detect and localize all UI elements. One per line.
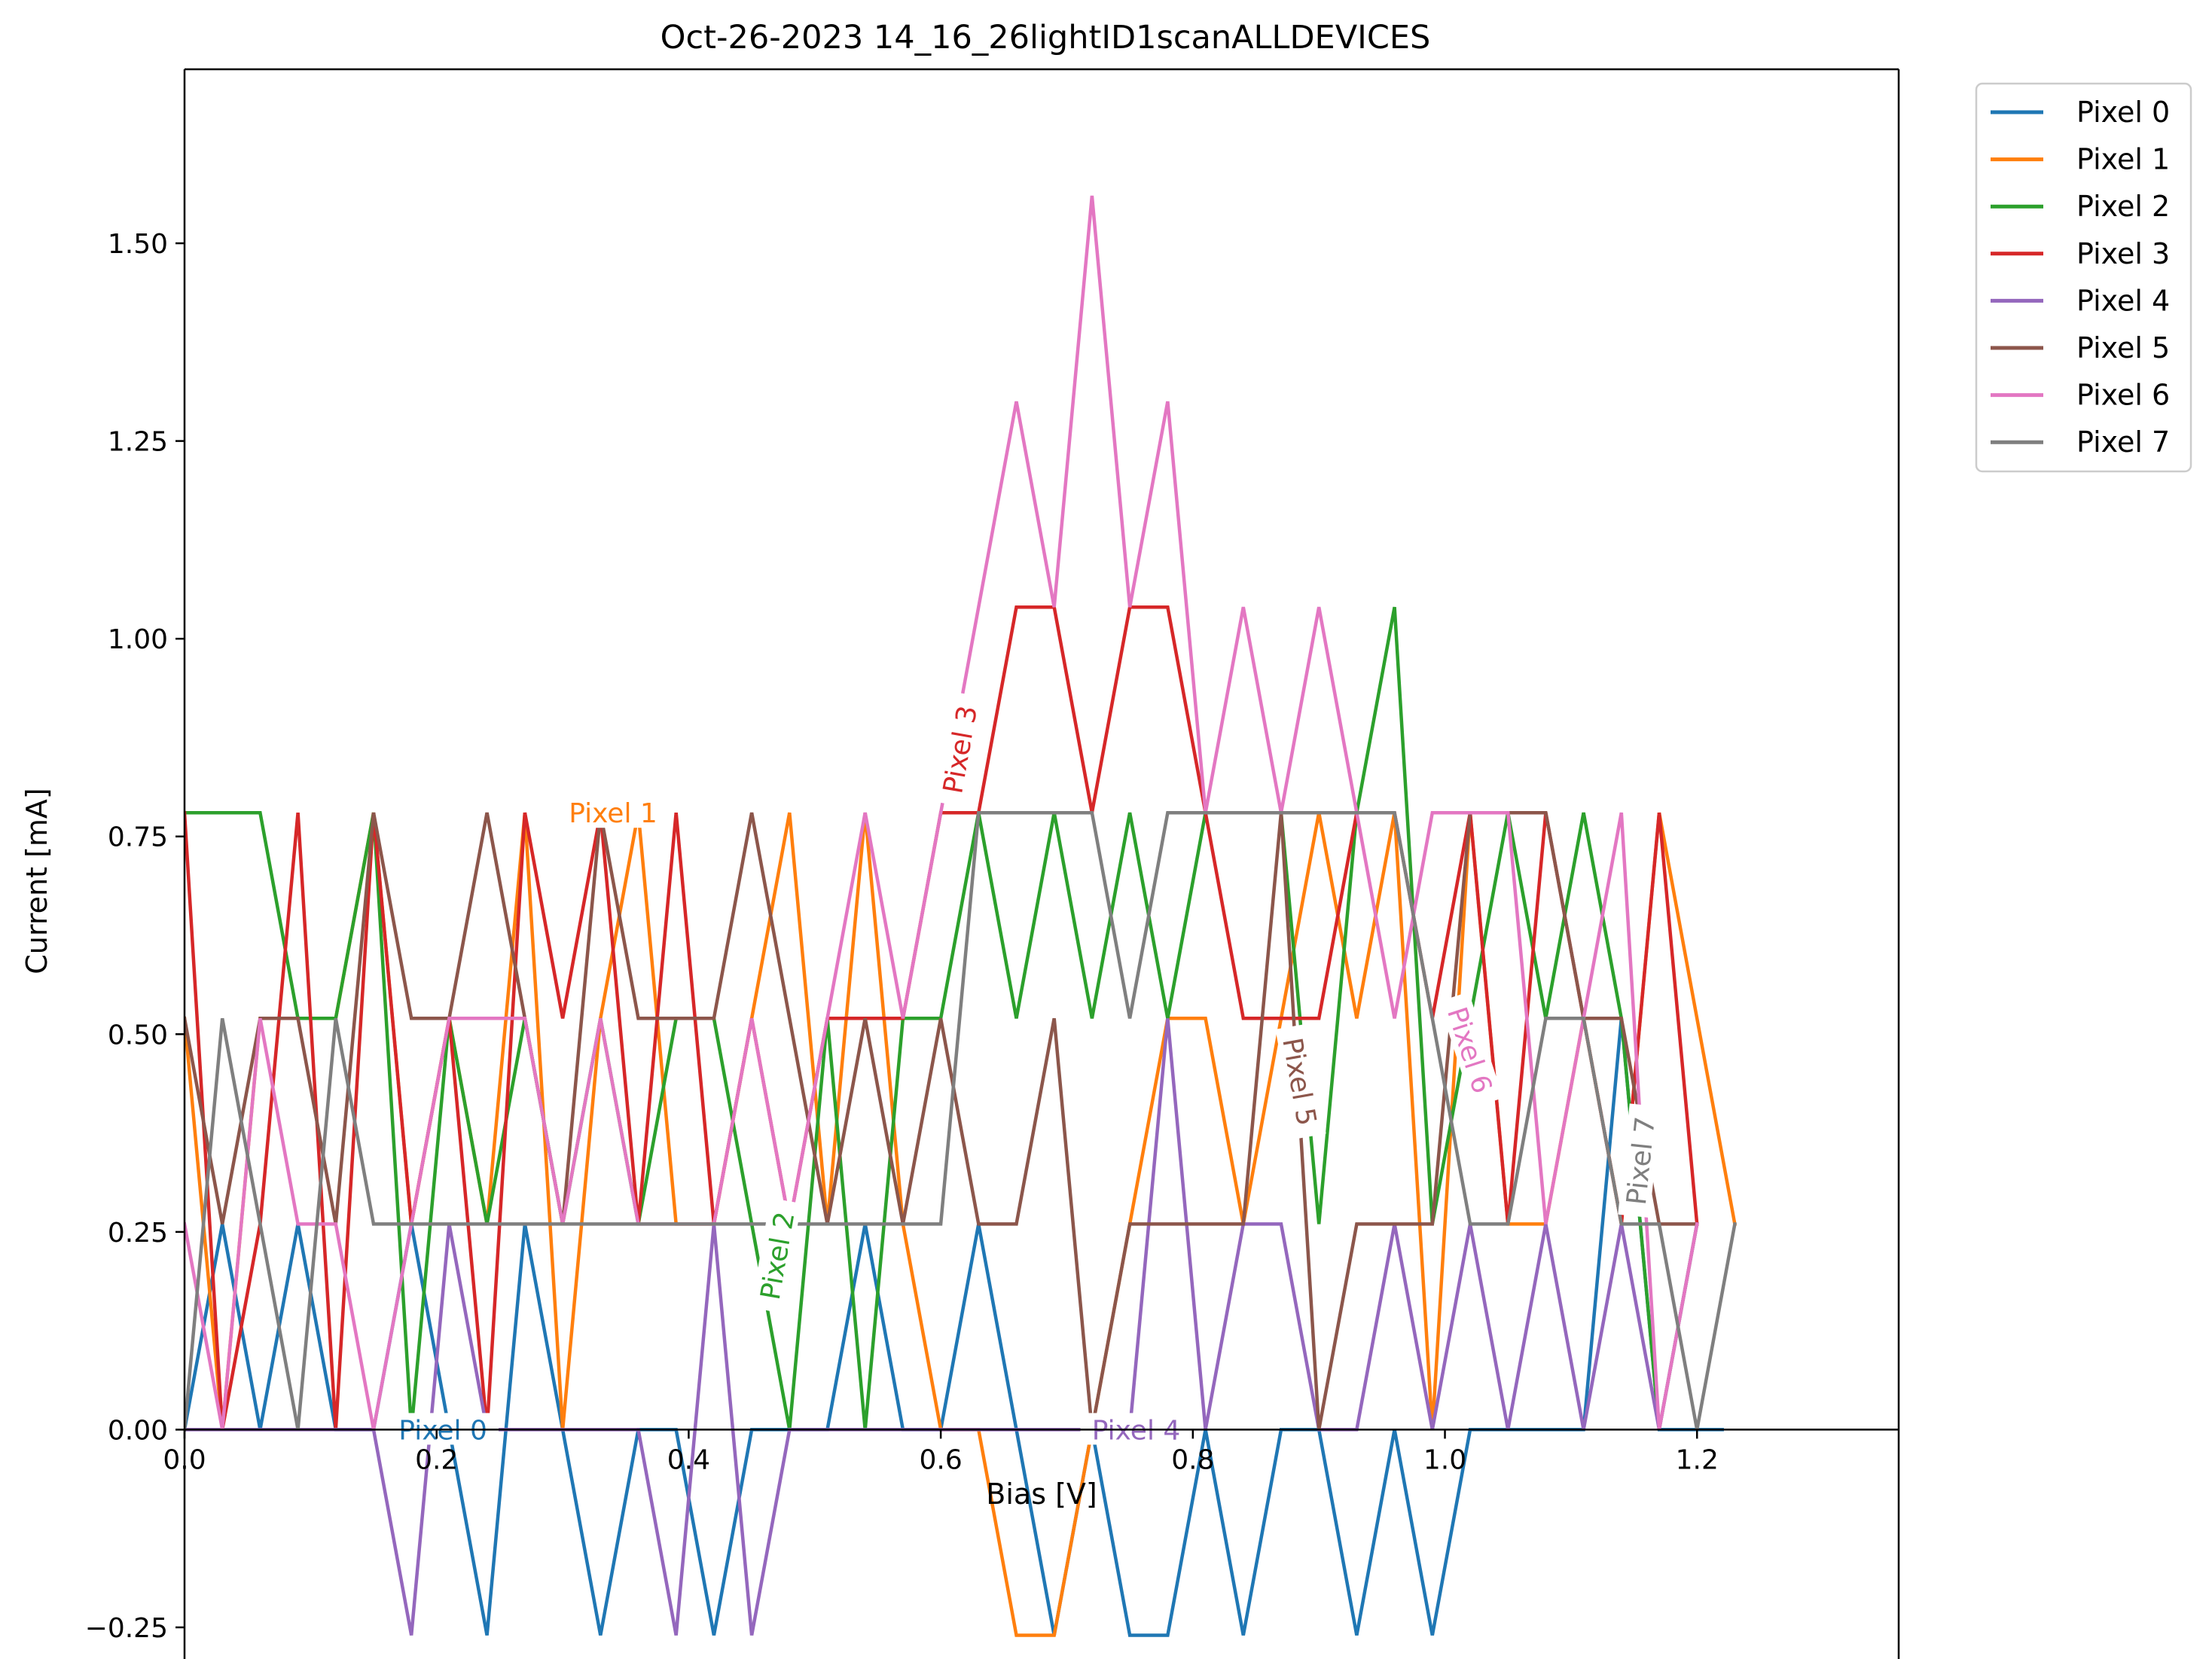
x-tick-label: 0.2	[415, 1444, 458, 1475]
x-axis: 0.0 0.2 0.4 0.6 0.8 1.0 1.2 Bias [V]	[163, 1429, 1899, 1511]
legend-label: Pixel 3	[2076, 237, 2170, 270]
series-inline-label-group: Pixel 1	[557, 796, 669, 829]
y-tick-label: 0.00	[108, 1415, 168, 1446]
x-ticks: 0.0 0.2 0.4 0.6 0.8 1.0 1.2	[163, 1429, 1719, 1475]
x-tick-label: 1.2	[1676, 1444, 1719, 1475]
series-inline-label: Pixel 1	[569, 798, 657, 829]
x-tick-label: 0.6	[919, 1444, 962, 1475]
y-tick-label: 1.50	[108, 229, 168, 260]
legend-label: Pixel 1	[2076, 143, 2170, 176]
series-line-pixel-7	[185, 810, 1738, 1432]
y-tick-label: −0.25	[85, 1613, 168, 1644]
legend-box	[1975, 82, 2192, 473]
series-inline-label-bg	[1439, 992, 1503, 1108]
series-inline-label: Pixel 4	[1092, 1415, 1181, 1446]
x-tick-label: 0.4	[667, 1444, 710, 1475]
legend-label: Pixel 2	[2076, 190, 2170, 223]
y-axis-label: Current [mA]	[20, 788, 53, 974]
series-inline-label-bg	[751, 1197, 802, 1313]
series-inline-label-bg	[1618, 1103, 1661, 1218]
legend-label: Pixel 5	[2076, 331, 2170, 364]
y-tick-label: 0.50	[108, 1020, 168, 1051]
legend-label: Pixel 4	[2076, 284, 2170, 317]
y-axis: −0.25 0.00 0.25 0.50 0.75 1.00 1.25 1.50 Curren…	[20, 229, 185, 1644]
plot-frame	[183, 68, 1900, 1659]
series-inline-label-bg	[557, 796, 669, 828]
y-ticks: −0.25 0.00 0.25 0.50 0.75 1.00 1.25 1.50	[85, 229, 185, 1644]
series-line-pixel-6	[185, 195, 1699, 1430]
series-inline-label-bg	[933, 691, 984, 807]
series-inline-label-bg	[1275, 1023, 1326, 1139]
y-tick-label: 0.75	[108, 822, 168, 853]
y-tick-label: 0.25	[108, 1218, 168, 1249]
x-tick-label: 1.0	[1423, 1444, 1466, 1475]
legend-label: Pixel 6	[2076, 379, 2170, 412]
legend-entries: Pixel 0 Pixel 1 Pixel 2 Pixel 3 Pixel 4 Pixel…	[1991, 96, 2170, 459]
legend: Pixel 0 Pixel 1 Pixel 2 Pixel 3 Pixel 4 Pixel…	[1975, 82, 2192, 473]
x-tick-label: 0.8	[1171, 1444, 1214, 1475]
y-tick-label: 1.00	[108, 624, 168, 655]
y-tick-label: 1.25	[108, 427, 168, 458]
series-inline-label: Pixel 0	[398, 1415, 487, 1446]
legend-label: Pixel 0	[2076, 96, 2170, 129]
legend-label: Pixel 7	[2076, 425, 2170, 459]
x-axis-label: Bias [V]	[986, 1478, 1097, 1511]
chart-title: Oct-26-2023 14_16_26lightID1scanALLDEVIC…	[661, 19, 1431, 56]
